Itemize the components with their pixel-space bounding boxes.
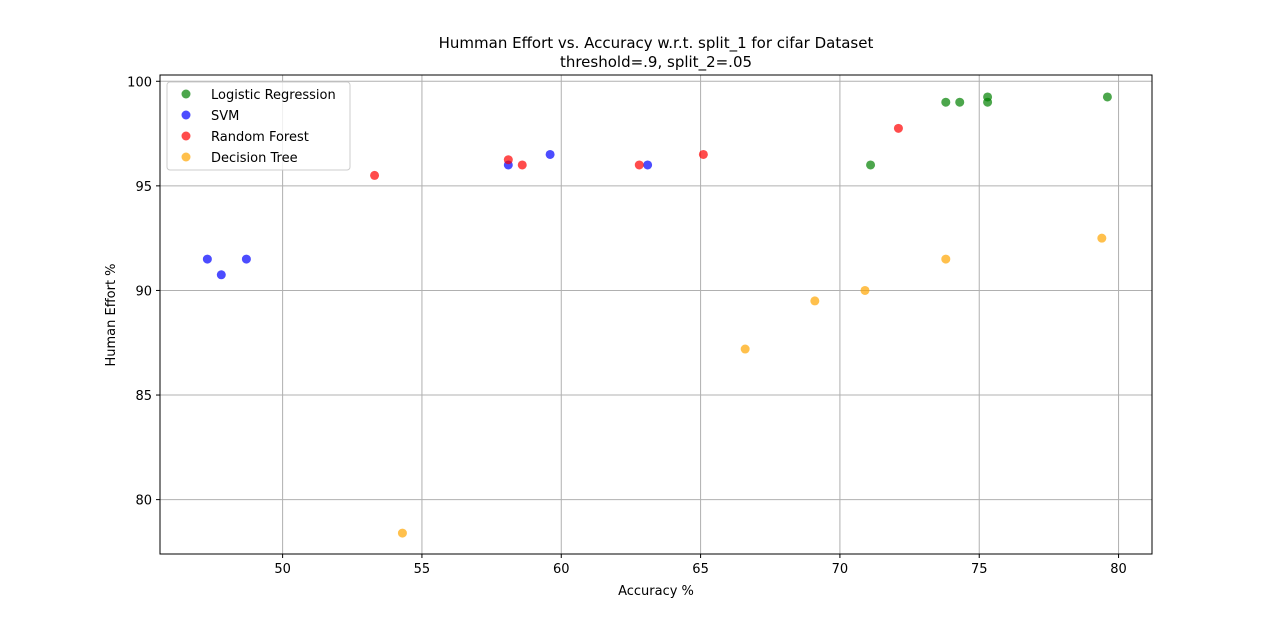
point-decision-tree	[397, 528, 407, 538]
point-logistic-regression	[941, 97, 951, 107]
point-decision-tree	[860, 285, 870, 295]
legend-marker-decision-tree	[181, 152, 191, 162]
plot-frame	[159, 74, 1153, 555]
point-random-forest	[698, 149, 708, 159]
point-decision-tree	[740, 344, 750, 354]
x-tick-label: 65	[692, 562, 709, 577]
x-tick-label: 75	[971, 562, 988, 577]
x-tick-label: 70	[832, 562, 849, 577]
point-decision-tree	[941, 254, 951, 264]
y-axis-label: Human Effort %	[104, 263, 119, 366]
legend-marker-logistic-regression	[181, 89, 191, 99]
x-tick-label: 60	[553, 562, 570, 577]
chart-title: Humman Effort vs. Accuracy w.r.t. split_…	[439, 34, 874, 53]
legend-label-svm: SVM	[211, 109, 239, 124]
point-random-forest	[634, 160, 644, 170]
chart-subtitle: threshold=.9, split_2=.05	[560, 53, 752, 72]
point-decision-tree	[810, 296, 820, 306]
x-tick-label: 55	[414, 562, 431, 577]
y-tick-label: 95	[135, 180, 152, 195]
point-svm	[202, 254, 212, 264]
grid	[160, 75, 1152, 554]
point-logistic-regression	[1102, 92, 1112, 102]
point-svm	[241, 254, 251, 264]
point-decision-tree	[1097, 233, 1107, 243]
legend-marker-svm	[181, 110, 191, 120]
point-random-forest	[503, 155, 513, 165]
point-svm	[216, 270, 226, 280]
y-tick-label: 85	[135, 389, 152, 404]
y-tick-label: 100	[127, 75, 152, 90]
point-logistic-regression	[866, 160, 876, 170]
legend-label-decision-tree: Decision Tree	[211, 151, 298, 166]
axis-ticks: 50 55 60 65 70 75 80 80 85 90 95 100	[127, 75, 1127, 577]
point-random-forest	[370, 170, 380, 180]
legend-marker-random-forest	[181, 131, 191, 141]
y-tick-label: 80	[135, 494, 152, 509]
legend-box	[166, 81, 351, 171]
point-svm	[643, 160, 653, 170]
x-tick-label: 50	[274, 562, 291, 577]
point-logistic-regression	[955, 97, 965, 107]
legend-label-logistic-regression: Logistic Regression	[211, 88, 336, 103]
point-random-forest	[517, 160, 527, 170]
legend: Logistic Regression SVM Random Forest Decis…	[166, 81, 351, 171]
y-tick-label: 90	[135, 284, 152, 299]
x-axis-label: Accuracy %	[618, 584, 694, 599]
legend-label-random-forest: Random Forest	[211, 130, 309, 145]
point-random-forest	[893, 123, 903, 133]
point-logistic-regression	[983, 92, 993, 102]
data-points	[202, 92, 1112, 538]
x-tick-label: 80	[1110, 562, 1127, 577]
point-svm	[545, 149, 555, 159]
